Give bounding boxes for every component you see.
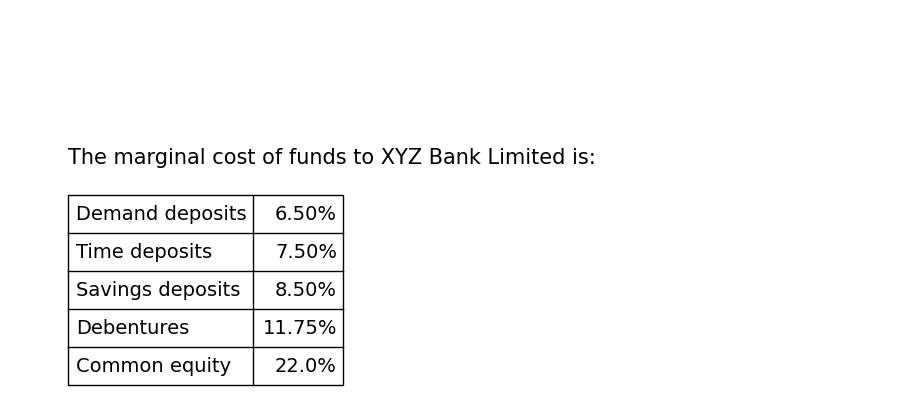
Bar [68,195,343,385]
Text: 22.0%: 22.0% [275,356,337,375]
Text: 11.75%: 11.75% [263,318,337,337]
Text: 8.50%: 8.50% [275,281,337,300]
Text: 7.50%: 7.50% [275,243,337,262]
Text: Common equity: Common equity [76,356,231,375]
Text: Time deposits: Time deposits [76,243,212,262]
Text: Demand deposits: Demand deposits [76,204,247,223]
Text: Savings deposits: Savings deposits [76,281,240,300]
Text: Debentures: Debentures [76,318,189,337]
Text: The marginal cost of funds to XYZ Bank Limited is:: The marginal cost of funds to XYZ Bank L… [68,148,596,168]
Text: 6.50%: 6.50% [275,204,337,223]
